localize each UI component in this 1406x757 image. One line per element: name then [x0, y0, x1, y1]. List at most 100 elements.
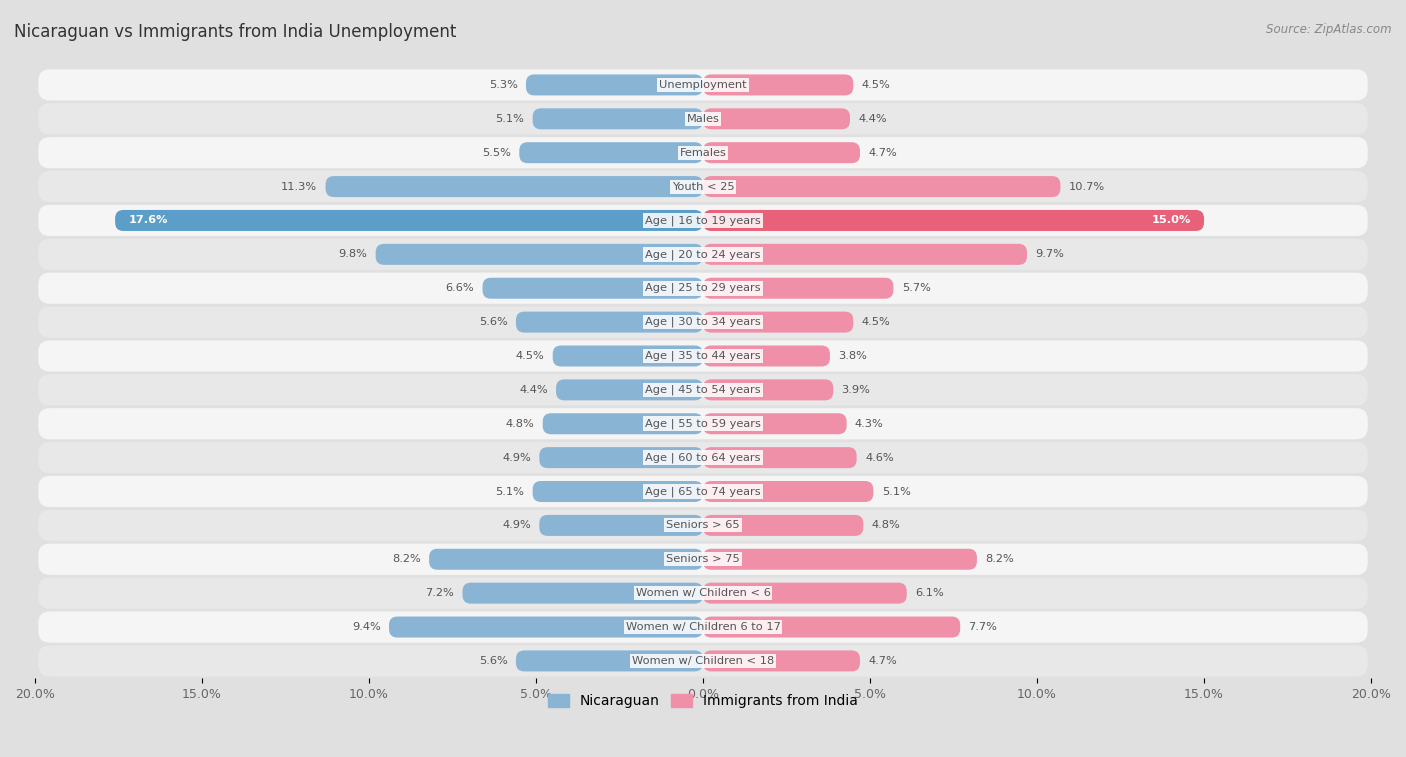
FancyBboxPatch shape [38, 70, 1368, 101]
Text: Females: Females [679, 148, 727, 157]
FancyBboxPatch shape [703, 515, 863, 536]
Text: 4.5%: 4.5% [516, 351, 544, 361]
FancyBboxPatch shape [38, 544, 1368, 575]
Text: Women w/ Children 6 to 17: Women w/ Children 6 to 17 [626, 622, 780, 632]
FancyBboxPatch shape [526, 74, 703, 95]
FancyBboxPatch shape [38, 238, 1368, 270]
FancyBboxPatch shape [38, 578, 1368, 609]
FancyBboxPatch shape [38, 476, 1368, 507]
FancyBboxPatch shape [389, 616, 703, 637]
FancyBboxPatch shape [703, 278, 893, 299]
Text: 3.8%: 3.8% [838, 351, 868, 361]
FancyBboxPatch shape [703, 447, 856, 468]
FancyBboxPatch shape [555, 379, 703, 400]
FancyBboxPatch shape [482, 278, 703, 299]
FancyBboxPatch shape [703, 650, 860, 671]
FancyBboxPatch shape [38, 341, 1368, 372]
Text: 15.0%: 15.0% [1152, 216, 1191, 226]
FancyBboxPatch shape [38, 442, 1368, 473]
Text: Nicaraguan vs Immigrants from India Unemployment: Nicaraguan vs Immigrants from India Unem… [14, 23, 457, 41]
FancyBboxPatch shape [516, 312, 703, 332]
FancyBboxPatch shape [115, 210, 703, 231]
FancyBboxPatch shape [543, 413, 703, 435]
Text: 7.2%: 7.2% [426, 588, 454, 598]
Text: 9.4%: 9.4% [352, 622, 381, 632]
Text: 4.7%: 4.7% [869, 148, 897, 157]
FancyBboxPatch shape [38, 273, 1368, 304]
Text: 5.6%: 5.6% [479, 317, 508, 327]
FancyBboxPatch shape [703, 244, 1026, 265]
Text: Source: ZipAtlas.com: Source: ZipAtlas.com [1267, 23, 1392, 36]
Text: Males: Males [686, 114, 720, 124]
FancyBboxPatch shape [38, 374, 1368, 406]
FancyBboxPatch shape [703, 549, 977, 570]
Text: 4.7%: 4.7% [869, 656, 897, 666]
FancyBboxPatch shape [38, 171, 1368, 202]
FancyBboxPatch shape [38, 408, 1368, 439]
FancyBboxPatch shape [38, 612, 1368, 643]
FancyBboxPatch shape [429, 549, 703, 570]
Text: 5.1%: 5.1% [882, 487, 911, 497]
FancyBboxPatch shape [703, 142, 860, 164]
FancyBboxPatch shape [703, 583, 907, 603]
Text: 3.9%: 3.9% [842, 385, 870, 395]
FancyBboxPatch shape [38, 509, 1368, 541]
Text: 4.4%: 4.4% [519, 385, 548, 395]
FancyBboxPatch shape [553, 345, 703, 366]
Text: 4.9%: 4.9% [502, 453, 531, 463]
FancyBboxPatch shape [533, 108, 703, 129]
Text: 17.6%: 17.6% [128, 216, 167, 226]
Text: Age | 60 to 64 years: Age | 60 to 64 years [645, 453, 761, 463]
Text: 10.7%: 10.7% [1069, 182, 1105, 192]
Text: 5.6%: 5.6% [479, 656, 508, 666]
FancyBboxPatch shape [703, 481, 873, 502]
Legend: Nicaraguan, Immigrants from India: Nicaraguan, Immigrants from India [543, 689, 863, 714]
Text: Age | 35 to 44 years: Age | 35 to 44 years [645, 350, 761, 361]
Text: Age | 20 to 24 years: Age | 20 to 24 years [645, 249, 761, 260]
FancyBboxPatch shape [463, 583, 703, 603]
Text: 8.2%: 8.2% [986, 554, 1014, 564]
FancyBboxPatch shape [703, 74, 853, 95]
Text: Age | 45 to 54 years: Age | 45 to 54 years [645, 385, 761, 395]
FancyBboxPatch shape [519, 142, 703, 164]
FancyBboxPatch shape [540, 515, 703, 536]
FancyBboxPatch shape [703, 616, 960, 637]
FancyBboxPatch shape [703, 176, 1060, 197]
FancyBboxPatch shape [703, 312, 853, 332]
Text: 11.3%: 11.3% [281, 182, 318, 192]
FancyBboxPatch shape [38, 103, 1368, 135]
FancyBboxPatch shape [703, 210, 1204, 231]
Text: 5.3%: 5.3% [489, 80, 517, 90]
Text: Age | 65 to 74 years: Age | 65 to 74 years [645, 486, 761, 497]
Text: 4.5%: 4.5% [862, 80, 890, 90]
FancyBboxPatch shape [38, 137, 1368, 168]
FancyBboxPatch shape [703, 379, 834, 400]
Text: 4.6%: 4.6% [865, 453, 894, 463]
Text: Youth < 25: Youth < 25 [672, 182, 734, 192]
Text: 9.7%: 9.7% [1035, 249, 1064, 260]
Text: Women w/ Children < 6: Women w/ Children < 6 [636, 588, 770, 598]
FancyBboxPatch shape [326, 176, 703, 197]
FancyBboxPatch shape [38, 205, 1368, 236]
Text: 6.6%: 6.6% [446, 283, 474, 293]
Text: Age | 25 to 29 years: Age | 25 to 29 years [645, 283, 761, 294]
Text: Age | 16 to 19 years: Age | 16 to 19 years [645, 215, 761, 226]
FancyBboxPatch shape [38, 645, 1368, 677]
Text: 4.3%: 4.3% [855, 419, 884, 428]
Text: 5.7%: 5.7% [901, 283, 931, 293]
Text: 5.1%: 5.1% [495, 114, 524, 124]
Text: Seniors > 75: Seniors > 75 [666, 554, 740, 564]
FancyBboxPatch shape [540, 447, 703, 468]
Text: 6.1%: 6.1% [915, 588, 943, 598]
FancyBboxPatch shape [375, 244, 703, 265]
Text: Women w/ Children < 18: Women w/ Children < 18 [631, 656, 775, 666]
Text: 4.8%: 4.8% [872, 520, 900, 531]
Text: Seniors > 65: Seniors > 65 [666, 520, 740, 531]
Text: 7.7%: 7.7% [969, 622, 997, 632]
Text: 5.5%: 5.5% [482, 148, 510, 157]
Text: Age | 55 to 59 years: Age | 55 to 59 years [645, 419, 761, 429]
Text: 4.9%: 4.9% [502, 520, 531, 531]
Text: 4.4%: 4.4% [858, 114, 887, 124]
FancyBboxPatch shape [703, 108, 851, 129]
Text: Age | 30 to 34 years: Age | 30 to 34 years [645, 317, 761, 327]
